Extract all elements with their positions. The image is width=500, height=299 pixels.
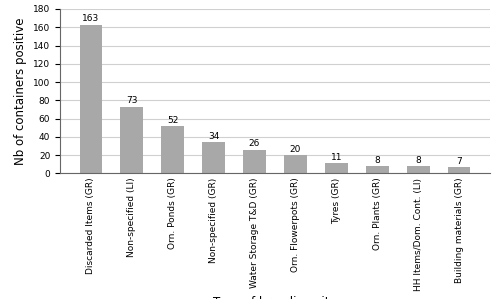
X-axis label: Type of breeding site: Type of breeding site xyxy=(213,296,337,299)
Bar xyxy=(366,166,388,173)
Text: 11: 11 xyxy=(330,153,342,162)
Text: 20: 20 xyxy=(290,145,301,154)
Bar xyxy=(244,150,266,173)
Text: 7: 7 xyxy=(456,157,462,166)
Bar xyxy=(80,25,102,173)
Text: 34: 34 xyxy=(208,132,220,141)
Text: 73: 73 xyxy=(126,96,138,105)
Bar xyxy=(407,166,430,173)
Bar xyxy=(284,155,306,173)
Bar xyxy=(448,167,470,173)
Bar xyxy=(162,126,184,173)
Bar xyxy=(120,107,143,173)
Text: 52: 52 xyxy=(167,115,178,125)
Text: 8: 8 xyxy=(374,156,380,165)
Y-axis label: Nb of containers positive: Nb of containers positive xyxy=(14,17,28,165)
Bar xyxy=(325,163,347,173)
Text: 163: 163 xyxy=(82,14,100,23)
Text: 26: 26 xyxy=(249,139,260,148)
Text: 8: 8 xyxy=(416,156,421,165)
Bar xyxy=(202,142,225,173)
